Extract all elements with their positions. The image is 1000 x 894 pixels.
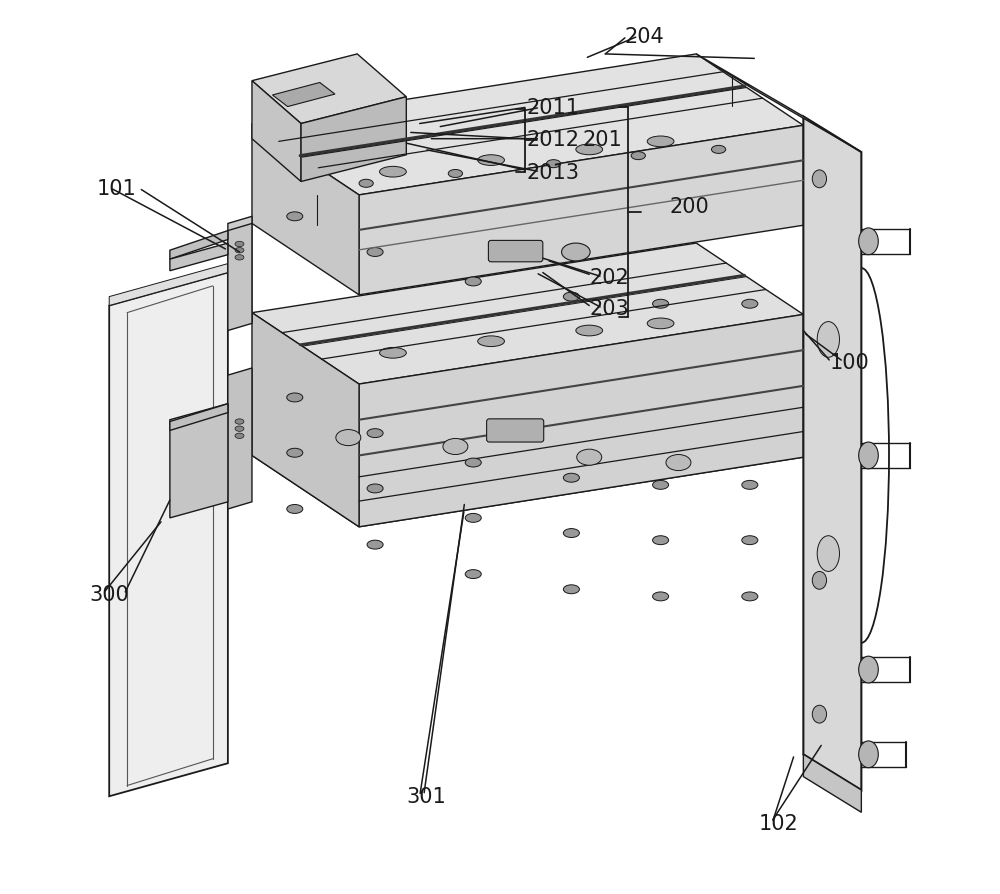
Polygon shape: [252, 55, 803, 196]
Ellipse shape: [859, 656, 878, 683]
Ellipse shape: [817, 536, 839, 572]
Polygon shape: [252, 124, 359, 296]
Ellipse shape: [465, 514, 481, 523]
Ellipse shape: [235, 249, 244, 254]
Ellipse shape: [380, 167, 406, 178]
Polygon shape: [272, 83, 335, 107]
Ellipse shape: [647, 318, 674, 329]
Polygon shape: [803, 117, 861, 790]
Ellipse shape: [336, 430, 361, 446]
Text: 102: 102: [759, 814, 798, 833]
Ellipse shape: [859, 443, 878, 469]
Ellipse shape: [380, 348, 406, 358]
Ellipse shape: [443, 439, 468, 455]
Polygon shape: [252, 386, 803, 527]
Ellipse shape: [653, 300, 669, 308]
Text: 200: 200: [670, 197, 709, 216]
Polygon shape: [170, 404, 228, 519]
Text: 202: 202: [589, 267, 629, 288]
Polygon shape: [228, 217, 252, 329]
Ellipse shape: [287, 449, 303, 458]
Ellipse shape: [576, 325, 603, 336]
Ellipse shape: [465, 278, 481, 287]
Ellipse shape: [478, 156, 504, 166]
Ellipse shape: [235, 434, 244, 439]
Polygon shape: [696, 55, 861, 153]
Ellipse shape: [367, 429, 383, 438]
Ellipse shape: [367, 249, 383, 257]
Text: 203: 203: [589, 299, 629, 319]
Ellipse shape: [235, 426, 244, 432]
Ellipse shape: [465, 570, 481, 579]
FancyBboxPatch shape: [487, 419, 544, 443]
Polygon shape: [803, 755, 861, 813]
Text: 301: 301: [406, 787, 446, 806]
Text: 2013: 2013: [527, 163, 580, 182]
Ellipse shape: [742, 300, 758, 308]
Ellipse shape: [653, 592, 669, 601]
Polygon shape: [170, 244, 228, 272]
Polygon shape: [359, 315, 803, 527]
Ellipse shape: [546, 160, 561, 168]
Ellipse shape: [711, 147, 726, 155]
Ellipse shape: [478, 336, 504, 347]
Ellipse shape: [359, 180, 373, 188]
Ellipse shape: [817, 322, 839, 358]
Ellipse shape: [563, 529, 579, 538]
Ellipse shape: [859, 229, 878, 256]
Polygon shape: [252, 313, 359, 527]
Text: 300: 300: [90, 584, 129, 604]
Ellipse shape: [235, 256, 244, 261]
Ellipse shape: [859, 741, 878, 768]
Polygon shape: [252, 81, 301, 182]
Polygon shape: [228, 368, 252, 510]
Ellipse shape: [647, 137, 674, 148]
Ellipse shape: [235, 419, 244, 425]
Ellipse shape: [576, 145, 603, 156]
Ellipse shape: [287, 505, 303, 514]
Ellipse shape: [448, 170, 463, 178]
Polygon shape: [301, 97, 406, 182]
Polygon shape: [359, 126, 803, 296]
Text: 2012: 2012: [527, 130, 580, 149]
Ellipse shape: [562, 244, 590, 262]
FancyBboxPatch shape: [488, 241, 543, 263]
Ellipse shape: [666, 455, 691, 471]
Ellipse shape: [812, 705, 827, 723]
Text: 100: 100: [830, 352, 870, 372]
Text: 201: 201: [582, 130, 622, 149]
Ellipse shape: [742, 536, 758, 545]
Polygon shape: [109, 265, 228, 306]
Ellipse shape: [742, 481, 758, 490]
Ellipse shape: [367, 485, 383, 493]
Ellipse shape: [287, 393, 303, 402]
Ellipse shape: [563, 586, 579, 594]
Text: 2011: 2011: [527, 98, 580, 118]
Ellipse shape: [812, 171, 827, 189]
Text: 101: 101: [97, 179, 136, 198]
Ellipse shape: [367, 541, 383, 550]
Ellipse shape: [563, 474, 579, 483]
Ellipse shape: [631, 153, 645, 160]
Ellipse shape: [465, 459, 481, 468]
Text: 204: 204: [625, 27, 665, 47]
Ellipse shape: [235, 242, 244, 248]
Polygon shape: [109, 274, 228, 797]
Polygon shape: [170, 232, 228, 260]
Ellipse shape: [812, 572, 827, 590]
Polygon shape: [170, 404, 228, 431]
Polygon shape: [252, 55, 406, 124]
Polygon shape: [252, 244, 803, 384]
Ellipse shape: [653, 536, 669, 545]
Polygon shape: [228, 224, 252, 331]
Ellipse shape: [653, 481, 669, 490]
Ellipse shape: [563, 293, 579, 302]
Ellipse shape: [742, 592, 758, 601]
Ellipse shape: [577, 450, 602, 466]
Ellipse shape: [287, 213, 303, 222]
